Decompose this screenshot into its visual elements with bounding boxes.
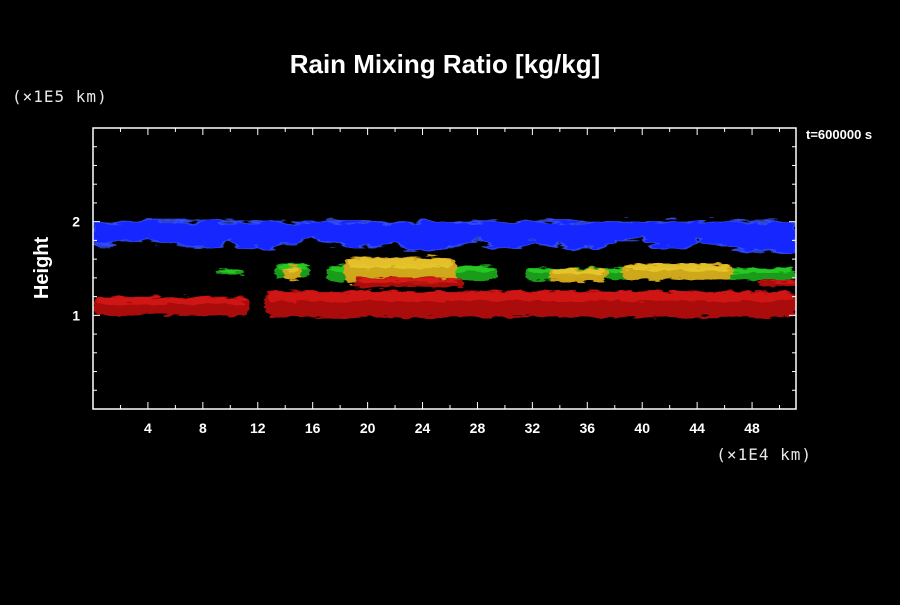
x-tick-label: 28 bbox=[470, 420, 486, 436]
layer-2-blob-2-highlight bbox=[551, 269, 605, 275]
layer-0-band-edge bbox=[93, 220, 796, 254]
y-tick-label: 1 bbox=[72, 307, 80, 323]
chart-title: Rain Mixing Ratio [kg/kg] bbox=[290, 49, 601, 79]
data-layer bbox=[93, 220, 796, 318]
x-tick-label: 44 bbox=[689, 420, 705, 436]
layer-2-blob-0-highlight bbox=[285, 267, 299, 272]
x-tick-label: 16 bbox=[305, 420, 321, 436]
y-axis-title: Height bbox=[31, 237, 53, 300]
x-tick-label: 40 bbox=[634, 420, 650, 436]
y-axis-unit: (×1E5 km) bbox=[12, 87, 108, 106]
x-axis-unit: (×1E4 km) bbox=[716, 445, 812, 464]
layer-2-blob-3-highlight bbox=[624, 264, 730, 271]
x-tick-label: 36 bbox=[580, 420, 596, 436]
layer-2-blob-1-highlight bbox=[347, 258, 453, 268]
layer-0-band bbox=[93, 221, 796, 253]
layer-3-blob-3-highlight bbox=[761, 280, 793, 284]
x-tick-label: 20 bbox=[360, 420, 376, 436]
x-tick-label: 24 bbox=[415, 420, 431, 436]
x-tick-label: 8 bbox=[199, 420, 207, 436]
x-tick-label: 4 bbox=[144, 420, 152, 436]
x-tick-label: 12 bbox=[250, 420, 266, 436]
layer-1-blob-0-highlight bbox=[219, 270, 242, 273]
layer-3-blob-1-highlight bbox=[267, 291, 793, 302]
time-label: t=600000 s bbox=[806, 127, 872, 142]
y-tick-label: 2 bbox=[72, 214, 80, 230]
x-tick-label: 48 bbox=[744, 420, 760, 436]
layer-3-blob-0-highlight bbox=[96, 297, 247, 305]
x-tick-label: 32 bbox=[525, 420, 541, 436]
layer-3-blob-2-highlight bbox=[356, 278, 461, 283]
plot-frame bbox=[92, 127, 797, 410]
